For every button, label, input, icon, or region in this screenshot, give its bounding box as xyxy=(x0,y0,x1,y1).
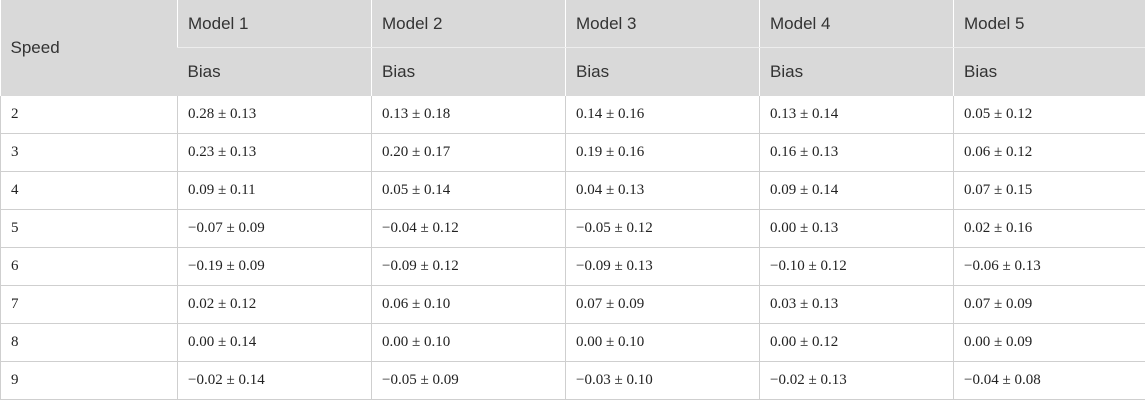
table-row: 5 −0.07 ± 0.09 −0.04 ± 0.12 −0.05 ± 0.12… xyxy=(0,209,1145,248)
bias-cell: 0.16 ± 0.13 xyxy=(759,133,954,172)
bias-cell: 0.00 ± 0.10 xyxy=(371,323,566,362)
bias-cell: 0.00 ± 0.13 xyxy=(759,209,954,248)
header-bias-4: Bias xyxy=(759,47,954,96)
speed-cell: 3 xyxy=(0,133,178,172)
header-model-2: Model 2 xyxy=(371,0,566,48)
bias-cell: 0.03 ± 0.13 xyxy=(759,285,954,324)
header-model-1: Model 1 xyxy=(177,0,372,48)
speed-cell: 4 xyxy=(0,171,178,210)
speed-cell: 9 xyxy=(0,361,178,400)
bias-cell: −0.06 ± 0.13 xyxy=(953,247,1145,286)
speed-cell: 5 xyxy=(0,209,178,248)
bias-cell: −0.03 ± 0.10 xyxy=(565,361,760,400)
table-row: 9 −0.02 ± 0.14 −0.05 ± 0.09 −0.03 ± 0.10… xyxy=(0,361,1145,400)
header-row-models: Speed Model 1 Model 2 Model 3 Model 4 Mo… xyxy=(0,0,1145,96)
bias-cell: 0.20 ± 0.17 xyxy=(371,133,566,172)
bias-cell: 0.13 ± 0.18 xyxy=(371,96,566,134)
bias-cell: 0.05 ± 0.14 xyxy=(371,171,566,210)
bias-cell: 0.02 ± 0.12 xyxy=(177,285,372,324)
bias-cell: −0.05 ± 0.12 xyxy=(565,209,760,248)
bias-cell: −0.04 ± 0.12 xyxy=(371,209,566,248)
table-row: 7 0.02 ± 0.12 0.06 ± 0.10 0.07 ± 0.09 0.… xyxy=(0,285,1145,324)
bias-cell: −0.19 ± 0.09 xyxy=(177,247,372,286)
bias-cell: −0.02 ± 0.14 xyxy=(177,361,372,400)
header-bias-5: Bias xyxy=(953,47,1145,96)
table-row: 3 0.23 ± 0.13 0.20 ± 0.17 0.19 ± 0.16 0.… xyxy=(0,133,1145,172)
bias-cell: 0.09 ± 0.11 xyxy=(177,171,372,210)
bias-cell: 0.00 ± 0.14 xyxy=(177,323,372,362)
bias-cell: −0.10 ± 0.12 xyxy=(759,247,954,286)
bias-cell: 0.07 ± 0.15 xyxy=(953,171,1145,210)
bias-cell: 0.05 ± 0.12 xyxy=(953,96,1145,134)
bias-cell: −0.02 ± 0.13 xyxy=(759,361,954,400)
bias-cell: 0.07 ± 0.09 xyxy=(565,285,760,324)
bias-cell: −0.07 ± 0.09 xyxy=(177,209,372,248)
bias-cell: 0.23 ± 0.13 xyxy=(177,133,372,172)
bias-cell: −0.04 ± 0.08 xyxy=(953,361,1145,400)
table-header: Speed Model 1 Model 2 Model 3 Model 4 Mo… xyxy=(0,0,1145,96)
bias-cell: −0.09 ± 0.12 xyxy=(371,247,566,286)
speed-cell: 6 xyxy=(0,247,178,286)
table-row: 4 0.09 ± 0.11 0.05 ± 0.14 0.04 ± 0.13 0.… xyxy=(0,171,1145,210)
speed-cell: 8 xyxy=(0,323,178,362)
bias-cell: 0.28 ± 0.13 xyxy=(177,96,372,134)
bias-cell: 0.09 ± 0.14 xyxy=(759,171,954,210)
table-row: 8 0.00 ± 0.14 0.00 ± 0.10 0.00 ± 0.10 0.… xyxy=(0,323,1145,362)
table-row: 6 −0.19 ± 0.09 −0.09 ± 0.12 −0.09 ± 0.13… xyxy=(0,247,1145,286)
bias-cell: 0.14 ± 0.16 xyxy=(565,96,760,134)
header-bias-2: Bias xyxy=(371,47,566,96)
bias-cell: 0.07 ± 0.09 xyxy=(953,285,1145,324)
speed-cell: 2 xyxy=(0,96,178,134)
header-speed: Speed xyxy=(0,0,178,96)
bias-cell: 0.06 ± 0.10 xyxy=(371,285,566,324)
header-model-3: Model 3 xyxy=(565,0,760,48)
speed-cell: 7 xyxy=(0,285,178,324)
bias-cell: 0.02 ± 0.16 xyxy=(953,209,1145,248)
header-model-5: Model 5 xyxy=(953,0,1145,48)
header-row-metric: Bias Bias Bias Bias Bias xyxy=(1,47,1145,96)
header-bias-1: Bias xyxy=(177,47,372,96)
table-row: 2 0.28 ± 0.13 0.13 ± 0.18 0.14 ± 0.16 0.… xyxy=(0,96,1145,134)
bias-cell: 0.00 ± 0.12 xyxy=(759,323,954,362)
bias-cell: 0.00 ± 0.09 xyxy=(953,323,1145,362)
bias-cell: 0.04 ± 0.13 xyxy=(565,171,760,210)
bias-cell: 0.00 ± 0.10 xyxy=(565,323,760,362)
bias-cell: −0.09 ± 0.13 xyxy=(565,247,760,286)
header-model-4: Model 4 xyxy=(759,0,954,48)
bias-cell: 0.19 ± 0.16 xyxy=(565,133,760,172)
bias-cell: −0.05 ± 0.09 xyxy=(371,361,566,400)
bias-cell: 0.06 ± 0.12 xyxy=(953,133,1145,172)
bias-cell: 0.13 ± 0.14 xyxy=(759,96,954,134)
table-body: 2 0.28 ± 0.13 0.13 ± 0.18 0.14 ± 0.16 0.… xyxy=(0,96,1145,400)
header-bias-3: Bias xyxy=(565,47,760,96)
